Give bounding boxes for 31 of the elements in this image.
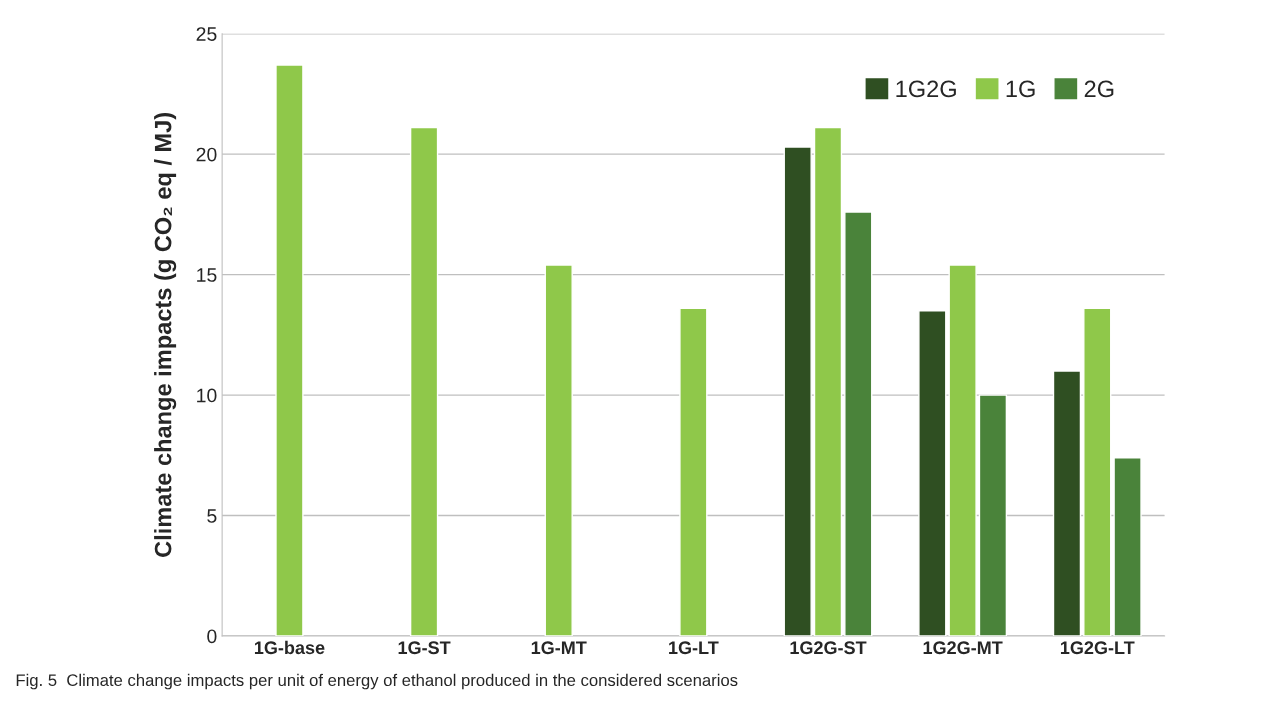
y-tick-label: 20 [196,147,217,162]
bar [918,310,947,637]
caption: Fig. 5 Climate change impacts per unit of energy of ethanol produced in the considered scenarios [16,673,738,690]
x-tick-label: 1G2G-LT [1060,641,1135,655]
bar [948,264,977,637]
y-tick-label: 15 [197,268,217,282]
y-tick-label: 25 [196,27,217,41]
bar [813,126,843,637]
bar [1113,457,1142,637]
x-tick-label: 1G2G-MT [923,641,1003,655]
y-tick-label: 5 [207,509,217,523]
legend-label: 2G [1084,80,1114,98]
y-tick-label: 10 [197,388,217,403]
bar [409,126,439,637]
y-tick-label: 0 [207,629,217,644]
x-tick-label: 1G-base [254,640,325,655]
bar [544,264,573,637]
x-tick-label: 1G-MT [531,641,587,655]
x-tick-label: 1G2G-ST [790,641,867,655]
bar [978,394,1008,637]
bar [844,211,873,637]
bar [275,64,304,637]
x-tick-label: 1G-LT [669,641,719,655]
bar [1052,370,1082,637]
legend-label: 1G [1006,80,1035,98]
x-tick-label: 1G-ST [398,641,451,655]
y-axis-title: Climate change impacts (g CO₂ eq / MJ) [154,112,177,557]
bar [783,146,812,637]
bar [679,307,708,637]
bar [1083,307,1112,637]
legend-label: 1G2G [896,80,956,98]
